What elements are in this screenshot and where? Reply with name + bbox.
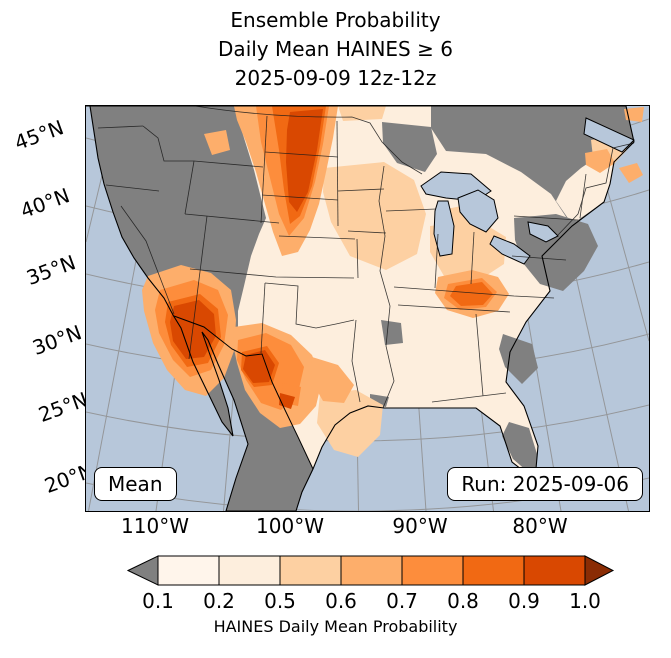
title-line-1: Ensemble Probability [230,8,441,32]
colorbar-seg-6 [462,555,525,586]
colorbar [126,555,615,586]
coastline [86,106,635,511]
stat-box: Mean [94,467,177,501]
colorbar-seg-4 [340,555,403,586]
colorbar-tick-0p2: 0.2 [203,589,235,613]
mexico-border [173,315,314,470]
lat-tick-40n: 40°N [17,183,73,223]
lon-tick-80w: 80°W [512,514,568,538]
colorbar-over-arrow [584,555,615,586]
colorbar-tick-0p5: 0.5 [264,589,296,613]
colorbar-tick-0p1: 0.1 [142,589,174,613]
colorbar-seg-2 [218,555,281,586]
great-lakes [420,117,635,265]
lat-tick-45n: 45°N [11,115,67,155]
colorbar-title: HAINES Daily Mean Probability [213,617,458,636]
lon-tick-90w: 90°W [392,514,448,538]
run-box: Run: 2025-09-06 [447,467,643,501]
colorbar-seg-7 [523,555,586,586]
probability-map [86,106,649,511]
colorbar-tick-0p6: 0.6 [325,589,357,613]
figure-title: Ensemble Probability Daily Mean HAINES ≥… [0,6,671,93]
state-borders [97,106,635,409]
lat-tick-30n: 30°N [29,320,85,360]
title-line-2: Daily Mean HAINES ≥ 6 [218,37,453,61]
colorbar-tick-0p9: 0.9 [508,589,540,613]
colorbar-seg-3 [279,555,342,586]
lon-tick-100w: 100°W [256,514,324,538]
lat-tick-35n: 35°N [23,250,79,290]
title-line-3: 2025-09-09 12z-12z [234,66,437,90]
colorbar-tick-0p7: 0.7 [386,589,418,613]
colorbar-tick-0p8: 0.8 [447,589,479,613]
colorbar-seg-5 [401,555,464,586]
colorbar-under-arrow [126,555,159,586]
colorbar-tick-1p0: 1.0 [569,589,601,613]
colorbar-seg-1 [157,555,220,586]
map-canvas: Mean Run: 2025-09-06 [85,105,650,512]
lon-tick-110w: 110°W [121,514,189,538]
